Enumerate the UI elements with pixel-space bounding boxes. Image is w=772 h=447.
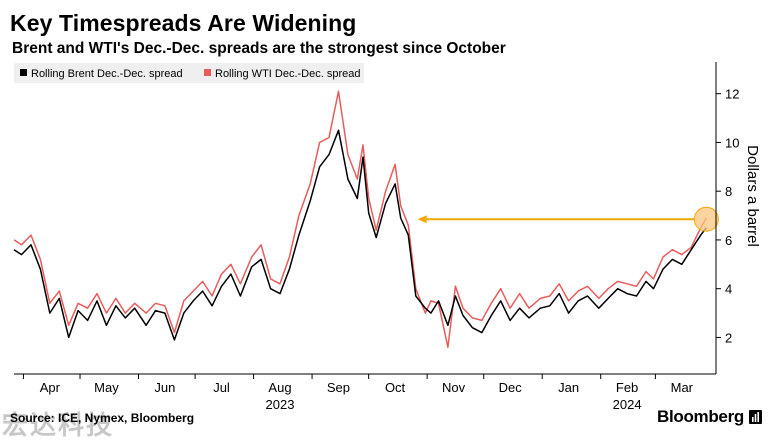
- legend: Rolling Brent Dec.-Dec. spread Rolling W…: [14, 63, 364, 83]
- x-tick-label: Dec: [499, 380, 523, 395]
- x-tick-label: Jul: [213, 380, 230, 395]
- y-tick-label: 6: [725, 233, 732, 248]
- legend-swatch-brent: [20, 69, 27, 76]
- x-tick-label: Mar: [671, 380, 694, 395]
- x-tick-label: Apr: [40, 380, 61, 395]
- x-tick-label: Aug: [268, 380, 291, 395]
- wti-series-line: [13, 90, 707, 348]
- y-tick-label: 4: [725, 282, 732, 297]
- source-note: Source: ICE, Nymex, Bloomberg: [10, 411, 195, 425]
- annotation-highlight-circle: [693, 206, 719, 232]
- y-tick-label: 10: [725, 135, 739, 150]
- watermark: 宏达科技: [2, 410, 115, 440]
- legend-label-brent: Rolling Brent Dec.-Dec. spread: [31, 68, 183, 80]
- x-tick-label: Sep: [327, 380, 350, 395]
- y-tick-label: 8: [725, 184, 732, 199]
- bloomberg-terminal-icon: [749, 410, 762, 424]
- x-tick-label: Feb: [616, 380, 638, 395]
- y-axis-label: Dollars a barrel: [744, 145, 761, 247]
- y-axis: 2 4 6 8 10 12: [715, 62, 739, 374]
- annotation-arrow-head: [417, 215, 427, 224]
- legend-background: [14, 63, 364, 83]
- bloomberg-logo: Bloomberg: [656, 407, 744, 426]
- x-tick-label: Jan: [558, 380, 579, 395]
- x-year-label: 2023: [266, 397, 295, 412]
- chart-subtitle: Brent and WTI's Dec.-Dec. spreads are th…: [12, 40, 506, 57]
- brent-series-line: [13, 129, 707, 341]
- x-tick-label: May: [94, 380, 119, 395]
- x-tick-label: Jun: [154, 380, 175, 395]
- x-tick-label: Oct: [385, 380, 406, 395]
- plot-area: [13, 90, 719, 348]
- x-axis: Apr May Jun Jul Aug Sep Oct Nov Dec Jan Feb Mar 2023…: [14, 373, 716, 412]
- y-tick-label: 12: [725, 87, 739, 102]
- legend-label-wti: Rolling WTI Dec.-Dec. spread: [215, 68, 361, 80]
- legend-swatch-wti: [204, 69, 211, 76]
- y-tick-label: 2: [725, 330, 732, 345]
- x-year-label: 2024: [613, 397, 642, 412]
- x-tick-label: Nov: [442, 380, 466, 395]
- chart-title: Key Timespreads Are Widening: [10, 10, 357, 36]
